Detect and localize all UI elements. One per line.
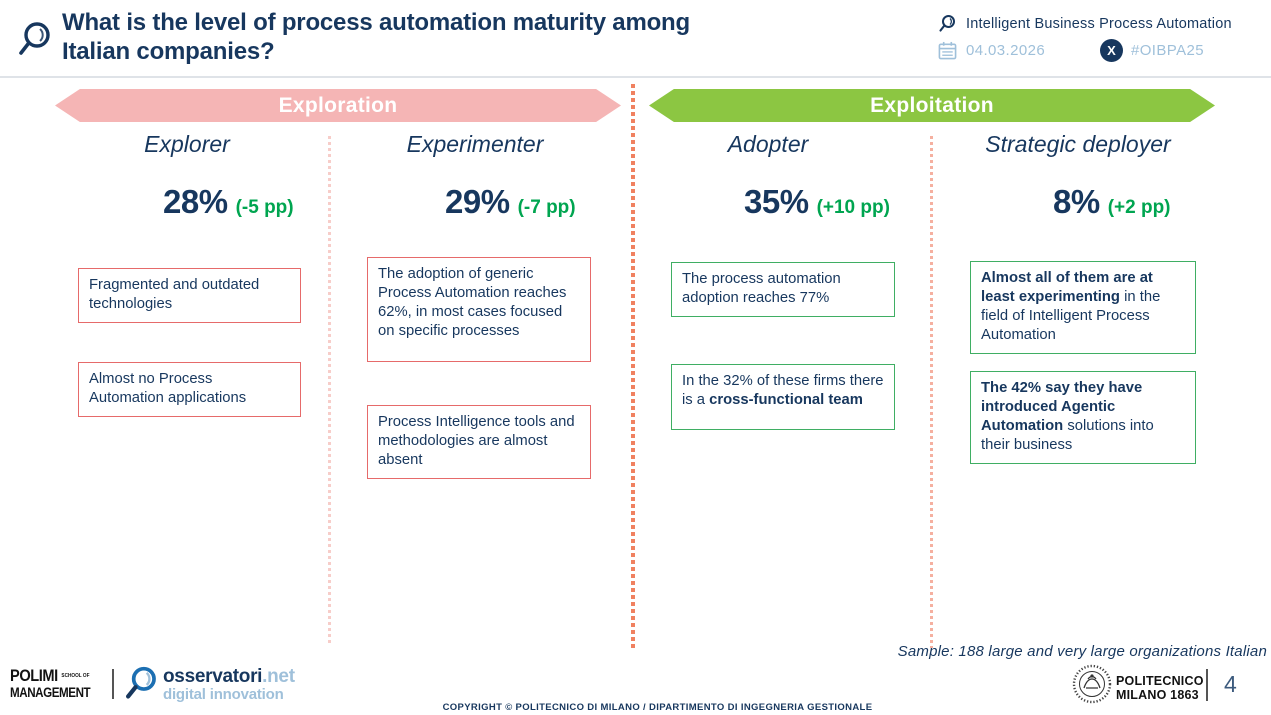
phase-banner-exploitation: Exploitation [649, 89, 1215, 122]
stat-value: 29% [445, 183, 510, 220]
fact-box: Process Intelligence tools and methodolo… [367, 405, 591, 479]
osservatori-net-logo: osservatori.net digital innovation [163, 667, 295, 702]
copyright-line: COPYRIGHT © POLITECNICO DI MILANO / DIPA… [442, 702, 873, 713]
event-date-row: 04.03.2026 [938, 41, 1045, 60]
sample-note: Sample: 188 large and very large organiz… [897, 643, 1267, 660]
stat-strategic-deployer: 8% (+2 pp) [1053, 183, 1171, 221]
fact-box: The 42% say they have introduced Agentic… [970, 371, 1196, 464]
stat-value: 35% [744, 183, 809, 220]
adopter-strategic-divider [930, 136, 933, 648]
stat-adopter: 35% (+10 pp) [744, 183, 890, 221]
column-title-experimenter: Experimenter [406, 131, 544, 157]
calendar-icon [938, 41, 957, 60]
fact-box: Fragmented and outdated technologies [78, 268, 301, 323]
page-number: 4 [1224, 671, 1237, 697]
osservatori-magnifier-icon [125, 666, 156, 699]
footer-divider [112, 669, 114, 699]
fact-box: Almost no Process Automation application… [78, 362, 301, 417]
header-divider [0, 76, 1271, 78]
stat-delta: (+10 pp) [816, 197, 890, 218]
column-title-strategic-deployer: Strategic deployer [985, 131, 1171, 157]
politecnico-milano-logo: POLITECNICO MILANO 1863 [1116, 674, 1204, 703]
event-name: Intelligent Business Process Automation [966, 16, 1232, 32]
event-name-row: Intelligent Business Process Automation [938, 14, 1232, 34]
stat-value: 28% [163, 183, 228, 220]
center-dotted-divider [631, 84, 635, 650]
stat-experimenter: 29% (-7 pp) [445, 183, 576, 221]
polimi-school-of-management-logo: POLIMI SCHOOL OF MANAGEMENT [10, 666, 91, 700]
event-hashtag-row: X #OIBPA25 [1100, 39, 1204, 62]
politecnico-seal-icon [1072, 664, 1112, 704]
event-date: 04.03.2026 [966, 42, 1046, 59]
x-social-icon: X [1100, 39, 1123, 62]
fact-box: The adoption of generic Process Automati… [367, 257, 591, 362]
polimi-word: POLIMI [10, 666, 58, 685]
politecnico-line1: POLITECNICO [1116, 674, 1204, 688]
column-title-explorer: Explorer [144, 131, 230, 157]
magnifier-icon [939, 15, 955, 32]
event-hashtag: #OIBPA25 [1131, 42, 1204, 59]
phase-label: Exploration [278, 93, 398, 117]
stat-delta: (-7 pp) [517, 197, 576, 218]
osservatori-tld: .net [262, 666, 295, 687]
stat-delta: (-5 pp) [235, 197, 294, 218]
fact-box: In the 32% of these firms there is a cro… [671, 364, 895, 430]
osservatori-name: osservatori [163, 666, 263, 687]
page-title: What is the level of process automation … [62, 9, 690, 65]
phase-label: Exploitation [870, 93, 994, 117]
stat-delta: (+2 pp) [1107, 197, 1171, 218]
osservatori-subtitle: digital innovation [163, 686, 284, 703]
footer-divider [1206, 669, 1208, 701]
phase-banner-exploration: Exploration [55, 89, 621, 122]
polimi-word2: MANAGEMENT [10, 685, 91, 700]
fact-box: Almost all of them are at least experime… [970, 261, 1196, 354]
fact-box: The process automation adoption reaches … [671, 262, 895, 317]
polimi-small-text: SCHOOL OF [61, 673, 90, 679]
stat-explorer: 28% (-5 pp) [163, 183, 294, 221]
osservatori-magnifier-icon [19, 22, 50, 55]
politecnico-line2: MILANO 1863 [1116, 688, 1199, 703]
explorer-experimenter-divider [328, 136, 331, 645]
stat-value: 8% [1053, 183, 1100, 220]
column-title-adopter: Adopter [727, 131, 809, 157]
